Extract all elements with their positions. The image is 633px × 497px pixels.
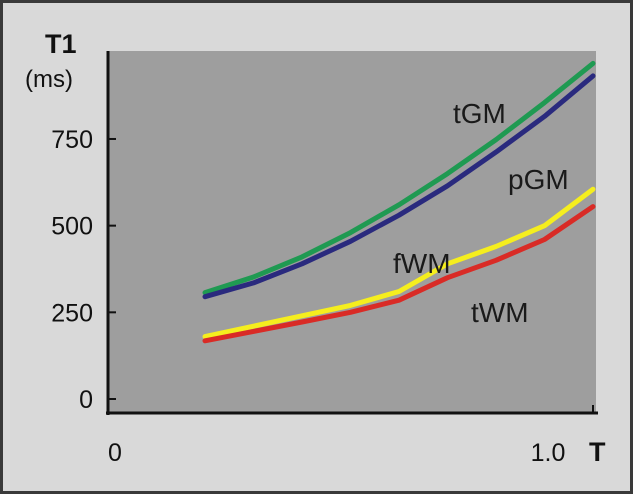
y-axis-unit: (ms) [25,66,73,93]
y-tick-label: 250 [51,299,93,327]
series-line-tGM [202,60,596,296]
y-tick-label: 0 [79,386,93,414]
y-tick-label: 500 [51,213,93,241]
series-label-tGM: tGM [453,98,506,129]
x-tick-label: 1.0 [531,439,566,467]
series-layer [202,60,596,344]
y-tick-layer: 0 250 500 750 [51,126,116,414]
series-label-layer: tGM pGM fWM tWM [393,98,569,328]
y-tick-label: 750 [51,126,93,154]
x-axis-unit: T [589,437,606,467]
series-label-tWM: tWM [471,297,529,328]
x-tick-label: 0 [108,439,122,467]
series-line-fWM [202,186,596,340]
series-line-tWM [202,204,596,344]
x-tick-layer: 0 1.0 [108,405,594,467]
series-label-pGM: pGM [508,164,569,195]
series-label-fWM: fWM [393,248,451,279]
series-line-pGM [202,73,596,300]
y-axis-title: T1 [45,29,77,59]
